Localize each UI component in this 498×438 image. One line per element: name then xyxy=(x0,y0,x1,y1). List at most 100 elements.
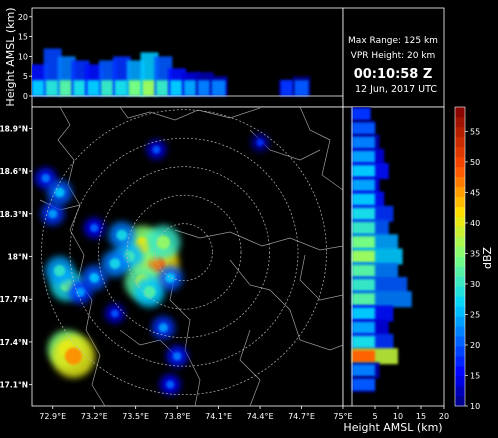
ppi-ytick-label-3: 18°N xyxy=(8,253,28,262)
ppi-xtick-label-3: 73.8°E xyxy=(164,412,191,421)
echo-core-19 xyxy=(158,323,168,333)
colorbar-tick-label-4: 30 xyxy=(470,280,480,289)
top-profile-core-1 xyxy=(45,80,60,96)
colorbar-segment-19 xyxy=(455,206,465,217)
top-profile-core-8 xyxy=(142,80,157,96)
colorbar-segment-9 xyxy=(455,306,465,317)
colorbar-segment-22 xyxy=(455,176,465,188)
ppi-ytick-label-0: 18.9°N xyxy=(0,124,28,133)
top-profile-core-13 xyxy=(211,80,226,96)
ppi-xtick-label-2: 73.5°E xyxy=(122,412,149,421)
ppi-ytick-label-6: 17.1°N xyxy=(0,381,28,390)
colorbar-segment-15 xyxy=(455,246,465,257)
right-profile-core-13 xyxy=(352,293,375,306)
echo-core-5 xyxy=(109,258,121,269)
echo-core-23 xyxy=(256,139,264,147)
colorbar-segment-2 xyxy=(455,376,465,387)
colorbar-segment-3 xyxy=(455,366,465,377)
top-ytick-label-4: 20 xyxy=(18,13,28,22)
echo-core-16 xyxy=(90,223,99,233)
colorbar-segment-7 xyxy=(455,326,465,337)
colorbar-segment-20 xyxy=(455,196,465,207)
right-profile-core-15 xyxy=(352,321,375,334)
ppi-ytick-label-4: 17.7°N xyxy=(0,295,28,304)
colorbar-tick-label-1: 15 xyxy=(470,371,480,380)
top-profile-core-7 xyxy=(128,80,143,96)
right-profile-core-2 xyxy=(352,136,375,149)
top-ytick-label-3: 15 xyxy=(18,33,28,42)
top-profile-core-9 xyxy=(156,80,171,96)
district-boundaries xyxy=(39,107,343,406)
right-profile-core-6 xyxy=(352,193,375,206)
ppi-x-axis: 72.9°E 73.2°E 73.5°E 73.8°E 74.1°E 74.4°E 74.7… xyxy=(39,406,353,421)
colorbar-segment-4 xyxy=(455,356,465,367)
colorbar-segment-14 xyxy=(455,256,465,267)
colorbar-segment-24 xyxy=(455,156,465,168)
colorbar-outline xyxy=(454,106,466,407)
ppi-xtick-label-7: 75°E xyxy=(333,412,352,421)
top-ytick-label-0: 0 xyxy=(23,92,28,101)
echo-core-9 xyxy=(75,287,85,297)
scan-time: 00:10:58 Z xyxy=(354,67,433,82)
ppi-ytick-label-1: 18.6°N xyxy=(0,167,28,176)
colorbar-tick-label-6: 40 xyxy=(470,219,480,228)
colorbar xyxy=(454,106,466,407)
ppi-ytick-label-2: 18.3°N xyxy=(0,210,28,219)
right-profile-core-3 xyxy=(352,150,375,163)
colorbar-segment-18 xyxy=(455,216,465,227)
right-profile-x-axis: 5 10 15 20 xyxy=(372,406,449,421)
range-rings xyxy=(41,109,327,396)
scan-date: 12 Jun, 2017 UTC xyxy=(355,84,437,95)
top-profile-core-10 xyxy=(170,80,185,96)
right-profile-core-11 xyxy=(352,264,375,277)
top-profile-core-12 xyxy=(197,80,212,96)
range-ring-100 xyxy=(69,137,299,367)
range-ring-75 xyxy=(98,166,270,339)
echo-core-15 xyxy=(54,187,65,198)
range-ring-50 xyxy=(126,194,242,310)
colorbar-segment-29 xyxy=(455,107,465,118)
echo-core-11 xyxy=(143,286,156,299)
top-profile-ylabel: Height AMSL (km) xyxy=(4,7,17,106)
colorbar-segment-17 xyxy=(455,226,465,237)
top-vertical-profile xyxy=(32,48,311,96)
ppi-xtick-label-5: 74.4°E xyxy=(247,412,274,421)
top-profile-core-6 xyxy=(114,80,129,96)
colorbar-segment-21 xyxy=(455,186,465,197)
top-profile-core-3 xyxy=(73,80,88,96)
echo-core-25 xyxy=(116,229,128,241)
colorbar-segment-6 xyxy=(455,336,465,347)
ppi-xtick-label-0: 72.9°E xyxy=(39,412,66,421)
colorbar-segment-10 xyxy=(455,296,465,307)
colorbar-tick-label-0: 10 xyxy=(470,402,480,411)
ppi-xtick-label-4: 74.1°E xyxy=(205,412,232,421)
echo-core-18 xyxy=(64,347,83,365)
top-ytick-label-2: 10 xyxy=(18,52,28,61)
colorbar-tick-label-5: 35 xyxy=(470,249,480,258)
max-range-text: Max Range: 125 km xyxy=(348,36,438,46)
colorbar-tick-label-7: 45 xyxy=(470,188,480,197)
top-profile-y-axis: 0 5 10 15 20 xyxy=(18,13,32,101)
right-profile-core-7 xyxy=(352,207,375,220)
ppi-xtick-label-1: 73.2°E xyxy=(81,412,108,421)
echo-core-3 xyxy=(156,235,171,250)
right-profile-core-16 xyxy=(352,335,375,348)
right-profile-core-19 xyxy=(352,378,375,391)
colorbar-tick-label-3: 25 xyxy=(470,310,480,319)
right-profile-core-4 xyxy=(352,165,375,178)
colorbar-segment-25 xyxy=(455,146,465,158)
colorbar-segment-28 xyxy=(455,116,465,128)
colorbar-segment-13 xyxy=(455,266,465,277)
ppi-xtick-label-6: 74.7°E xyxy=(288,412,315,421)
right-xtick-label-3: 20 xyxy=(439,412,449,421)
right-profile-core-9 xyxy=(352,236,375,249)
right-profile-core-8 xyxy=(352,222,375,234)
colorbar-ticks: 10 15 20 25 30 35 40 45 50 55 xyxy=(465,127,480,411)
right-profile-core-5 xyxy=(352,179,375,192)
echo-core-6 xyxy=(89,272,100,283)
echo-core-22 xyxy=(152,145,161,154)
colorbar-segment-23 xyxy=(455,166,465,178)
right-profile-core-18 xyxy=(352,364,375,377)
right-xtick-label-2: 15 xyxy=(416,412,426,421)
